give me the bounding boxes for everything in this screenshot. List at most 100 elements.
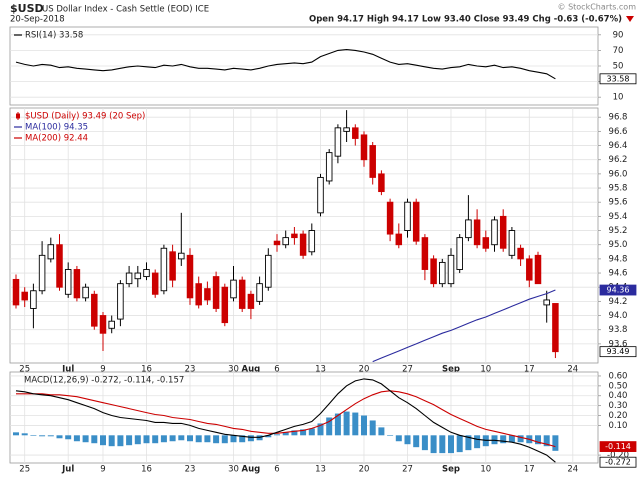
y-tick-label: 96.6 (609, 127, 628, 137)
histogram-bar (126, 435, 133, 446)
histogram-bar (82, 435, 89, 443)
x-tick-label: 17 (524, 465, 535, 475)
histogram-bar (378, 427, 385, 436)
histogram-bar (334, 413, 341, 436)
x-tick-label: 23 (185, 365, 196, 375)
candle-body (439, 261, 446, 285)
histogram-bar (56, 435, 63, 439)
candle-body (143, 269, 150, 278)
candle-body (230, 279, 237, 299)
histogram-bar (108, 435, 115, 447)
value-box-label: 93.49 (607, 347, 630, 356)
candle-body (369, 145, 376, 178)
x-tick-label: 17 (524, 365, 535, 375)
candle-body (178, 252, 185, 260)
histogram-bar (300, 429, 307, 436)
histogram-bar (187, 435, 193, 442)
candle-body (12, 278, 20, 306)
x-tick-label: 24 (567, 465, 578, 475)
y-tick-label: 95.4 (609, 212, 628, 222)
x-tick-label: 25 (19, 465, 30, 475)
candle-body (38, 254, 46, 292)
y-tick-label: 94.6 (609, 269, 628, 279)
candle-body (134, 272, 142, 280)
histogram-bar (535, 435, 541, 445)
y-tick-label: 93.6 (609, 339, 628, 349)
y-tick-label: 94.0 (609, 311, 628, 321)
candle-body (378, 173, 385, 193)
histogram-bar (413, 435, 420, 448)
x-tick-label: 30 (228, 365, 239, 375)
candle-body (395, 233, 403, 246)
histogram-bar (274, 434, 280, 436)
y-tick-label: 0.30 (609, 401, 628, 411)
histogram-bar (552, 435, 559, 451)
histogram-bar (543, 435, 550, 447)
x-tick-label: 20 (359, 365, 370, 375)
y-tick-label: -0.20 (607, 451, 629, 461)
legend-label: $USD (Daily) 93.49 (20 Sep) (25, 112, 145, 122)
value-box-label: -0.114 (605, 442, 631, 451)
histogram-bar (439, 435, 446, 454)
histogram-bar (430, 435, 437, 454)
x-tick-label: 27 (402, 365, 413, 375)
histogram-bar (221, 435, 228, 444)
candle-body (421, 237, 429, 270)
x-tick-label: 16 (141, 465, 152, 475)
value-box (599, 346, 637, 358)
candle-body (308, 230, 316, 253)
candle-body (108, 320, 115, 329)
candle-body (534, 254, 542, 285)
x-tick-label: Aug (242, 365, 261, 375)
histogram-bar (13, 432, 19, 436)
histogram-bar (317, 423, 324, 436)
histogram-bar (282, 432, 289, 436)
histogram-bar (134, 435, 141, 445)
value-box (599, 456, 637, 468)
histogram-bar (73, 435, 80, 442)
histogram-bar (239, 435, 246, 443)
y-tick-label: 95.0 (609, 240, 628, 250)
candle-body (386, 201, 394, 235)
candle-body (508, 230, 516, 256)
candle-body (282, 237, 289, 246)
y-tick-label: 96.8 (609, 113, 628, 123)
candle-body (91, 293, 98, 327)
y-tick-label: 70 (613, 46, 624, 56)
histogram-bar (21, 433, 28, 436)
candle-body (412, 201, 420, 242)
x-tick-label: 9 (100, 465, 105, 475)
x-tick-label: Sep (442, 365, 460, 375)
histogram-bar (404, 435, 411, 445)
histogram-bar (160, 435, 167, 443)
plot (15, 49, 556, 80)
y-tick-label: 96.2 (609, 155, 628, 165)
candle-body (265, 254, 272, 288)
x-tick-label: 9 (100, 365, 105, 375)
down-arrow (626, 16, 634, 22)
histogram-bar (343, 411, 350, 436)
histogram-bar (91, 435, 98, 444)
histogram-bar (308, 428, 315, 436)
histogram-bar (474, 435, 481, 449)
candle-body (552, 303, 559, 353)
candle-body (151, 272, 159, 295)
histogram-bar (47, 435, 54, 437)
candle-body (73, 269, 81, 299)
series-line (372, 289, 556, 363)
candle-body (543, 299, 550, 306)
plot (13, 378, 559, 463)
candle-body (334, 127, 342, 157)
y-tick-label: 95.6 (609, 198, 628, 208)
chart-date: 20-Sep-2018 (10, 15, 65, 25)
candle-body (169, 251, 176, 281)
candle-body (186, 254, 194, 299)
histogram-bar (387, 435, 394, 436)
histogram-bar (152, 435, 159, 444)
candle-body (499, 215, 507, 249)
candle-body (456, 237, 463, 270)
histogram-bar (456, 435, 463, 453)
candle-body (343, 127, 350, 132)
candle-body (473, 219, 481, 246)
